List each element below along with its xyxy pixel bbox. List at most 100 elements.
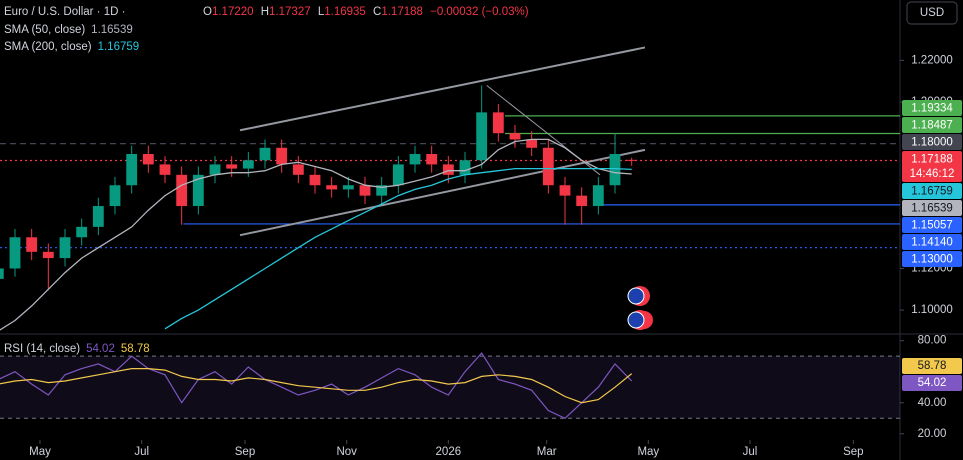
legend-name: SMA (50, close) [4, 24, 85, 36]
candle-body [542, 147, 554, 186]
ohlc-value: 1.17188 [381, 6, 423, 18]
candle-body [276, 147, 288, 165]
candle-body [142, 154, 154, 165]
x-tick-label: Mar [537, 446, 557, 458]
y-tick-label: 80.00 [918, 335, 947, 347]
candle-body [26, 237, 38, 252]
sma50-legend: SMA (50, close) 1.16539 [4, 24, 133, 36]
currency-button[interactable]: USD [906, 1, 958, 25]
price-badge-label: 1.13000 [911, 254, 953, 266]
candle-body [92, 206, 104, 227]
candle-body [392, 164, 404, 186]
y-tick-label: 1.10000 [911, 304, 953, 316]
rsi-badge [902, 375, 962, 391]
legend-value: 1.16759 [98, 41, 140, 53]
candle-body [476, 112, 488, 161]
price-badge [902, 200, 962, 216]
price-badge [902, 234, 962, 250]
y-tick-label: 20.00 [918, 428, 947, 440]
ohlc-value: 1.17220 [212, 6, 254, 18]
price-badge-label: 1.18000 [911, 137, 953, 149]
candle-body [176, 174, 188, 207]
ohlc-readout: O1.17220 H1.17327 L1.16935 C1.17188 −0.0… [203, 6, 529, 18]
candle-body [9, 237, 21, 269]
candle-body [626, 159, 638, 161]
plot-layer: 1.100001.120001.200001.2200020.0040.0080… [0, 46, 953, 444]
sma-line [0, 138, 632, 331]
x-tick-label: Sep [843, 446, 863, 458]
price-badge-label: 1.18487 [911, 120, 953, 132]
legend-name: SMA (200, close) [4, 41, 92, 53]
x-tick-label: 2026 [436, 446, 462, 458]
candle-body [592, 185, 604, 207]
candle-body [159, 164, 171, 175]
sma200-legend: SMA (200, close) 1.16759 [4, 41, 139, 53]
candle-body [559, 185, 571, 196]
ohlc-value: 1.16935 [324, 6, 366, 18]
currency-label[interactable]: USD [920, 7, 944, 19]
ohlc-key: L [318, 6, 325, 18]
candle-body [109, 185, 121, 207]
x-tick-label: Jul [134, 446, 149, 458]
event-icon[interactable] [627, 311, 645, 329]
price-badge-label: 1.14140 [911, 237, 953, 249]
overlay-layer: May Jul Sep Nov 2026 Mar May Jul Sep 1.19334 1.184… [29, 100, 962, 458]
candle-body [409, 154, 421, 165]
candle-body [526, 139, 538, 148]
price-badge [902, 117, 962, 133]
candle-body [359, 185, 371, 196]
candle-body [292, 164, 304, 175]
price-badge-label: 1.15057 [911, 220, 953, 232]
event-icons[interactable] [627, 286, 653, 330]
candle-body [442, 164, 454, 175]
price-badge [902, 217, 962, 233]
rsi-line [0, 368, 633, 404]
legend-name: RSI (14, close) [4, 343, 80, 355]
ohlc-key: H [261, 6, 269, 18]
x-tick-label: Sep [235, 446, 255, 458]
currency-button-frame[interactable] [906, 1, 958, 25]
trendline [239, 148, 646, 237]
candle-body [459, 160, 471, 175]
candle-body [42, 251, 54, 259]
price-badge [902, 251, 962, 267]
price-badge-label: 1.19334 [911, 103, 953, 115]
x-tick-label: Nov [336, 446, 357, 458]
symbol-title: Euro / U.S. Dollar · 1D · [4, 6, 125, 18]
candle-body [609, 154, 621, 186]
x-tick-label: May [29, 446, 51, 458]
x-tick-label: Jul [743, 446, 758, 458]
candle-body [242, 160, 254, 169]
candle-body [226, 164, 238, 169]
candle-body [576, 195, 588, 207]
price-badge [902, 134, 962, 150]
candle-body [0, 268, 4, 279]
y-tick-label: 1.22000 [911, 54, 953, 66]
price-badge-label: 1.17188 [911, 154, 953, 166]
price-badge-label: 1.16539 [911, 203, 953, 215]
candle-body [192, 174, 204, 207]
price-badge [902, 100, 962, 116]
ohlc-key: O [203, 6, 212, 18]
legend-value: 58.78 [121, 343, 150, 355]
event-icon[interactable] [627, 287, 645, 305]
legend-value: 1.16539 [91, 24, 133, 36]
candle-body [342, 185, 354, 190]
price-badge-label: 1.16759 [911, 186, 953, 198]
rsi-legend: RSI (14, close) 54.02 58.78 [4, 343, 150, 355]
price-badge [902, 151, 962, 182]
candle-body [209, 164, 221, 175]
candle-body [376, 185, 388, 196]
ohlc-value: 1.17327 [269, 6, 311, 18]
x-tick-label: May [637, 446, 659, 458]
candle-body [309, 174, 321, 186]
rsi-band [0, 356, 900, 419]
sma-line [164, 167, 632, 330]
y-tick-label: 40.00 [918, 397, 947, 409]
countdown: 14:46:12 [910, 168, 955, 180]
rsi-line [0, 352, 633, 420]
candle-body [426, 154, 438, 165]
rsi-badge-label: 54.02 [918, 377, 947, 389]
